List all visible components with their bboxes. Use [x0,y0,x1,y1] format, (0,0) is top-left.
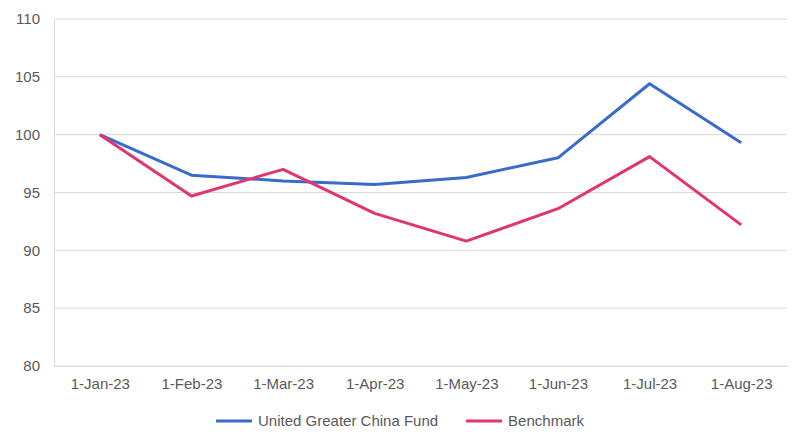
x-tick: 1-Jul-23 [623,366,677,392]
grid [54,19,787,366]
y-tick: 90 [23,242,54,259]
legend-label: United Greater China Fund [258,412,438,429]
x-tick-label: 1-Feb-23 [162,375,223,392]
y-tick: 105 [15,68,54,85]
legend-label: Benchmark [508,412,584,429]
x-tick: 1-Aug-23 [711,366,773,392]
y-axis: 80 85 90 95 100 105 110 [15,10,55,374]
x-axis-line [55,366,788,367]
y-tick-label: 95 [23,184,40,201]
grid-line [54,250,787,251]
x-tick-label: 1-May-23 [435,375,498,392]
plot: 80 85 90 95 100 105 110 1-Jan-23 1-Feb-23 1-Mar-2… [15,10,788,391]
y-tick-label: 100 [15,126,40,143]
y-tick: 95 [23,184,54,201]
y-tick-label: 105 [15,68,40,85]
grid-line [54,192,787,193]
y-tick: 110 [16,10,54,27]
legend-item: Benchmark [466,412,584,429]
x-tick-label: 1-Jul-23 [623,375,677,392]
x-tick: 1-Mar-23 [253,366,314,392]
grid-line [54,76,787,77]
grid-line [54,308,787,309]
grid-line [54,366,787,367]
x-tick: 1-Jun-23 [529,366,588,392]
y-tick: 100 [15,126,54,143]
y-tick-label: 85 [23,299,40,316]
x-tick-label: 1-Apr-23 [346,375,404,392]
y-tick-label: 80 [23,357,40,374]
y-tick-label: 90 [23,242,40,259]
x-tick-label: 1-Jun-23 [529,375,588,392]
legend-swatch [216,420,252,423]
lines [100,84,741,241]
y-tick-label: 110 [16,10,40,27]
grid-line [54,134,787,135]
legend-item: United Greater China Fund [216,412,438,429]
grid-line [54,19,787,20]
x-tick: 1-Jan-23 [71,366,130,392]
x-axis: 1-Jan-23 1-Feb-23 1-Mar-23 1-Apr-23 1-May-23… [55,366,788,392]
y-tick: 85 [23,299,54,316]
chart: 80 85 90 95 100 105 110 1-Jan-23 1-Feb-23 1-Mar-2… [0,0,800,445]
series-line [100,135,741,241]
y-tick: 80 [23,357,54,374]
x-tick: 1-Apr-23 [346,366,404,392]
legend-swatch [466,420,502,423]
x-tick-label: 1-Mar-23 [253,375,314,392]
x-tick: 1-Feb-23 [162,366,223,392]
x-tick-label: 1-Jan-23 [71,375,130,392]
series-line [100,84,741,185]
x-tick: 1-May-23 [435,366,498,392]
legend: United Greater China Fund Benchmark [216,412,584,429]
y-axis-line [54,20,55,367]
x-tick-label: 1-Aug-23 [711,375,773,392]
